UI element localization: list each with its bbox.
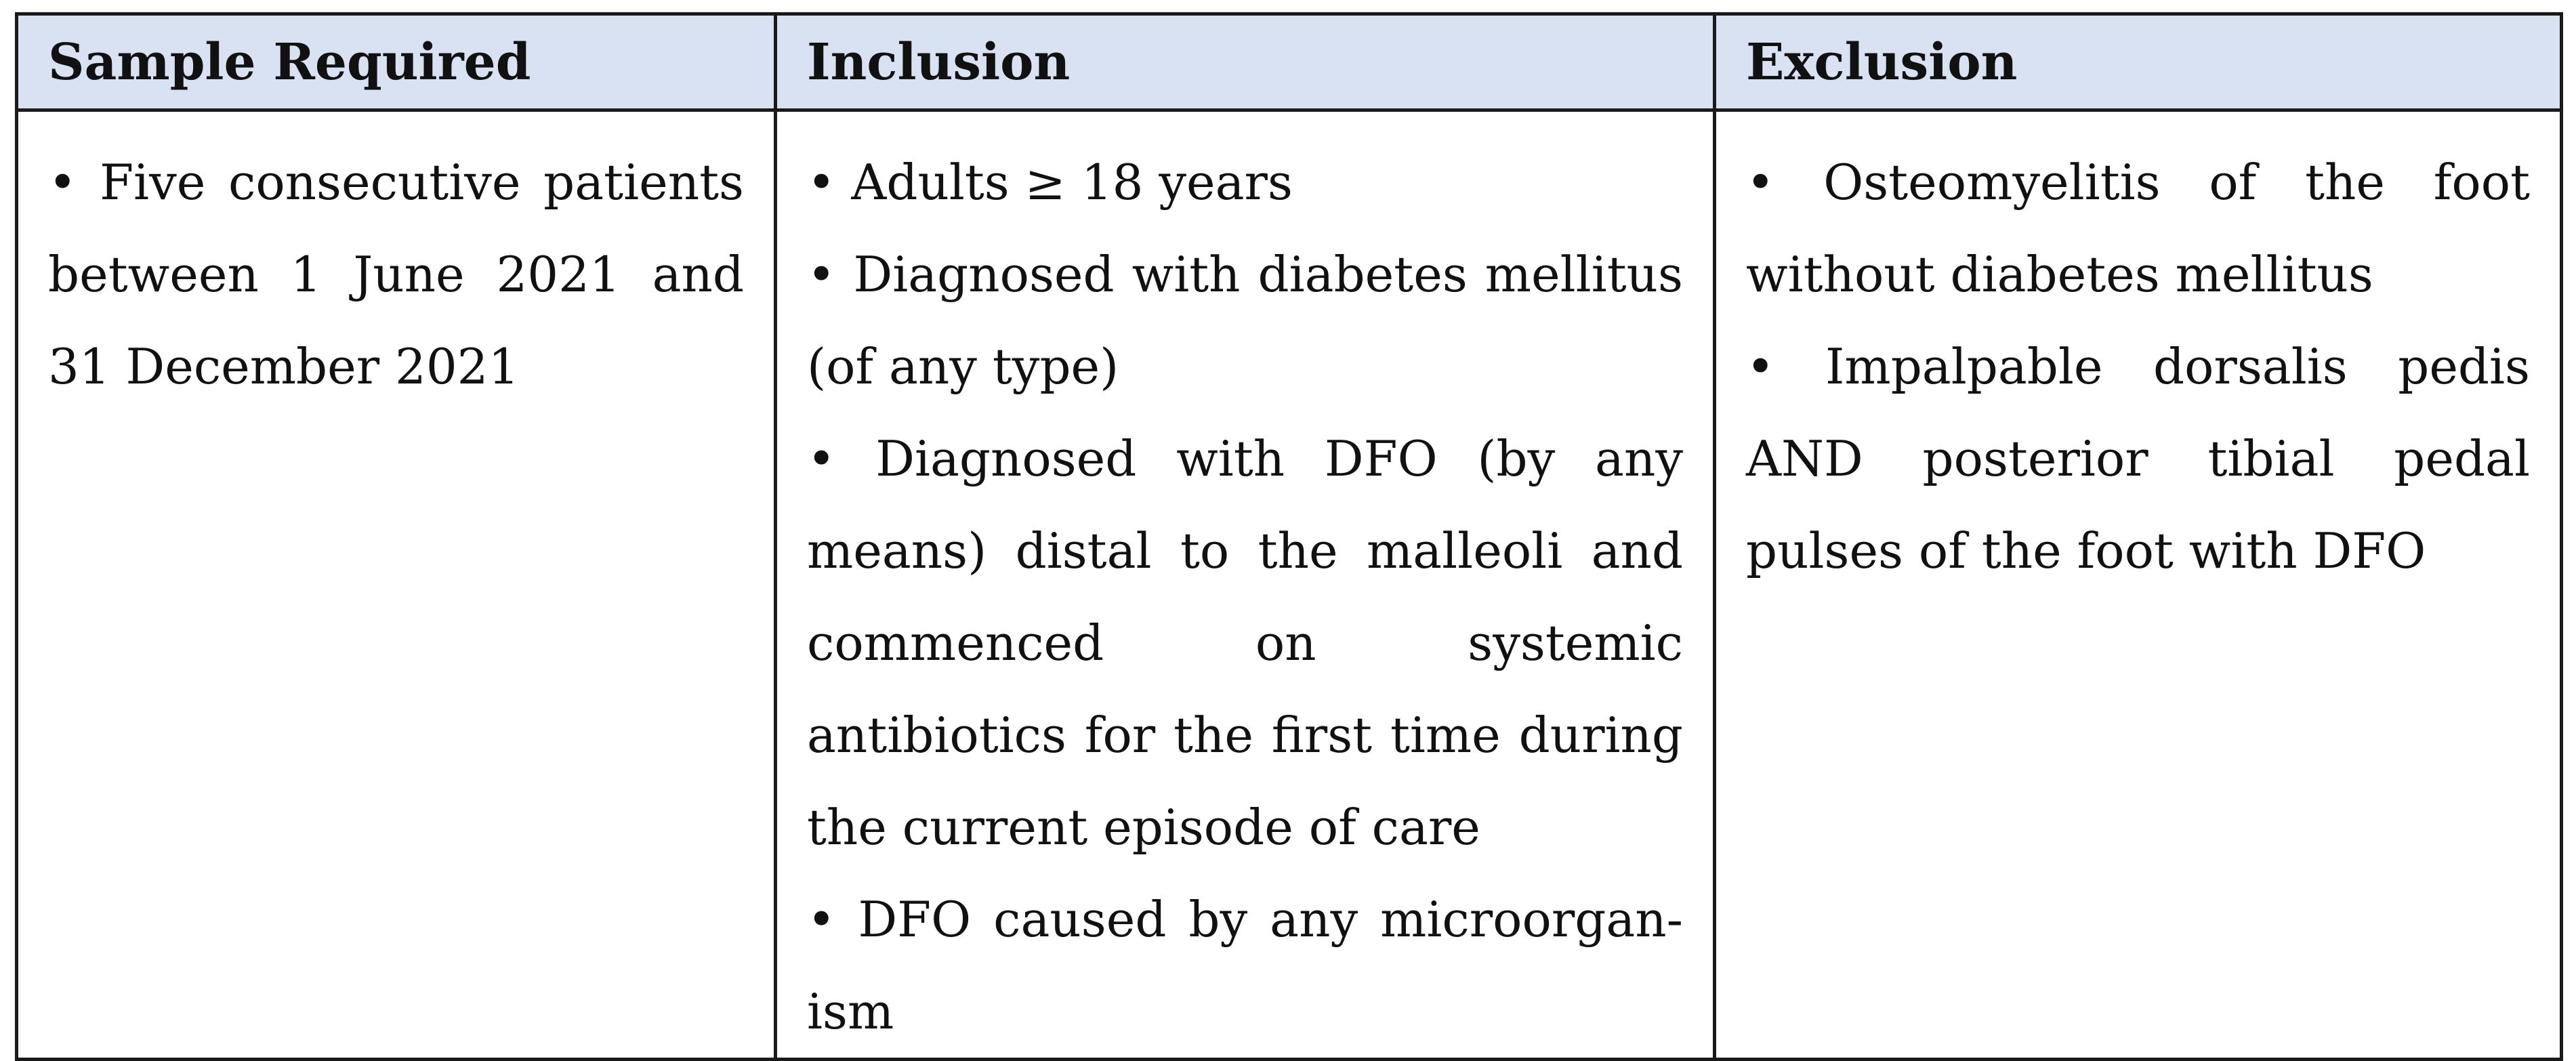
exclusion-cell: • Osteomyelitis of the foot without diab… [1713, 108, 2563, 1061]
header-exclusion: Exclusion [1713, 12, 2563, 112]
inclusion-item-microorganism: • DFO caused by any microorgan­ism [807, 891, 1683, 1040]
table-row: • Five consecutive patients between 1 Ju… [15, 108, 2563, 1061]
sample-required-item: • Five consecutive patients between 1 Ju… [48, 154, 744, 395]
header-sample-required: Sample Required [15, 12, 777, 112]
inclusion-cell: • Adults ≥ 18 years • Diagnosed with dia… [774, 108, 1716, 1061]
inclusion-item-diabetes: • Diagnosed with diabetes mellitus (of a… [807, 246, 1683, 395]
criteria-table-container: Sample Required Inclusion Exclusion • Fi… [15, 12, 2563, 1061]
criteria-table: Sample Required Inclusion Exclusion • Fi… [15, 12, 2563, 1061]
table-header-row: Sample Required Inclusion Exclusion [15, 12, 2563, 112]
inclusion-item-adults: • Adults ≥ 18 years [807, 154, 1293, 211]
exclusion-item-osteomyelitis: • Osteomyelitis of the foot without diab… [1746, 154, 2530, 303]
exclusion-item-impalpable-pulses: • Impalpable dorsalis pedis AND posterio… [1746, 338, 2530, 579]
sample-required-cell: • Five consecutive patients between 1 Ju… [15, 108, 777, 1061]
inclusion-item-dfo-diagnosis: • Diagnosed with DFO (by any means) dist… [807, 430, 1683, 856]
header-inclusion: Inclusion [774, 12, 1716, 112]
